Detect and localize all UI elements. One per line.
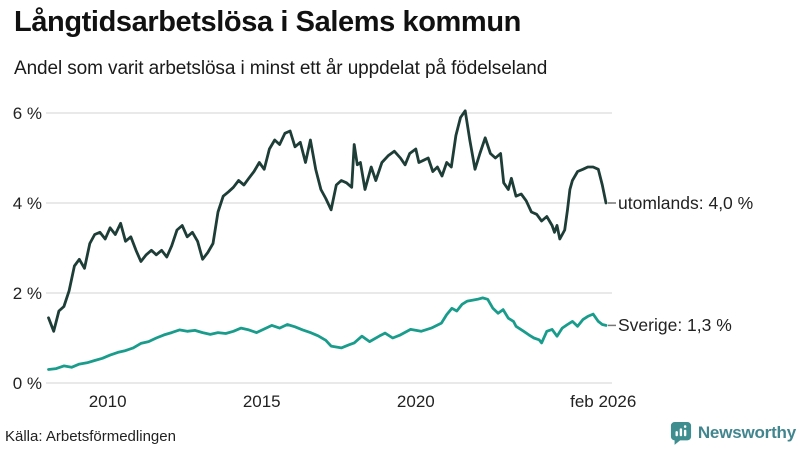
series-end-label-utomlands: utomlands: 4,0 % <box>618 193 754 213</box>
newsworthy-logo: Newsworthy <box>670 421 796 445</box>
x-axis-tick-label: 2010 <box>88 392 127 411</box>
series-line-sverige <box>47 296 608 371</box>
chart-title: Långtidsarbetslösa i Salems kommun <box>14 6 521 38</box>
series-line-utomlands <box>47 109 608 333</box>
newsworthy-icon <box>670 422 691 445</box>
series-end-label-sverige: Sverige: 1,3 % <box>618 315 732 336</box>
y-axis-tick-label: 6 % <box>12 103 42 123</box>
chart-subtitle: Andel som varit arbetslösa i minst ett å… <box>14 58 548 79</box>
x-axis-tick-label: feb 2026 <box>570 392 637 411</box>
y-axis-tick-label: 0 % <box>12 373 42 393</box>
y-axis-tick-label: 2 % <box>12 283 42 303</box>
y-axis-tick-label: 4 % <box>12 193 42 213</box>
x-axis-tick-label: 2020 <box>396 392 435 411</box>
x-axis-tick-label: 2015 <box>242 392 281 411</box>
newsworthy-wordmark: Newsworthy <box>697 423 796 442</box>
source-caption: Källa: Arbetsförmedlingen <box>5 428 176 445</box>
